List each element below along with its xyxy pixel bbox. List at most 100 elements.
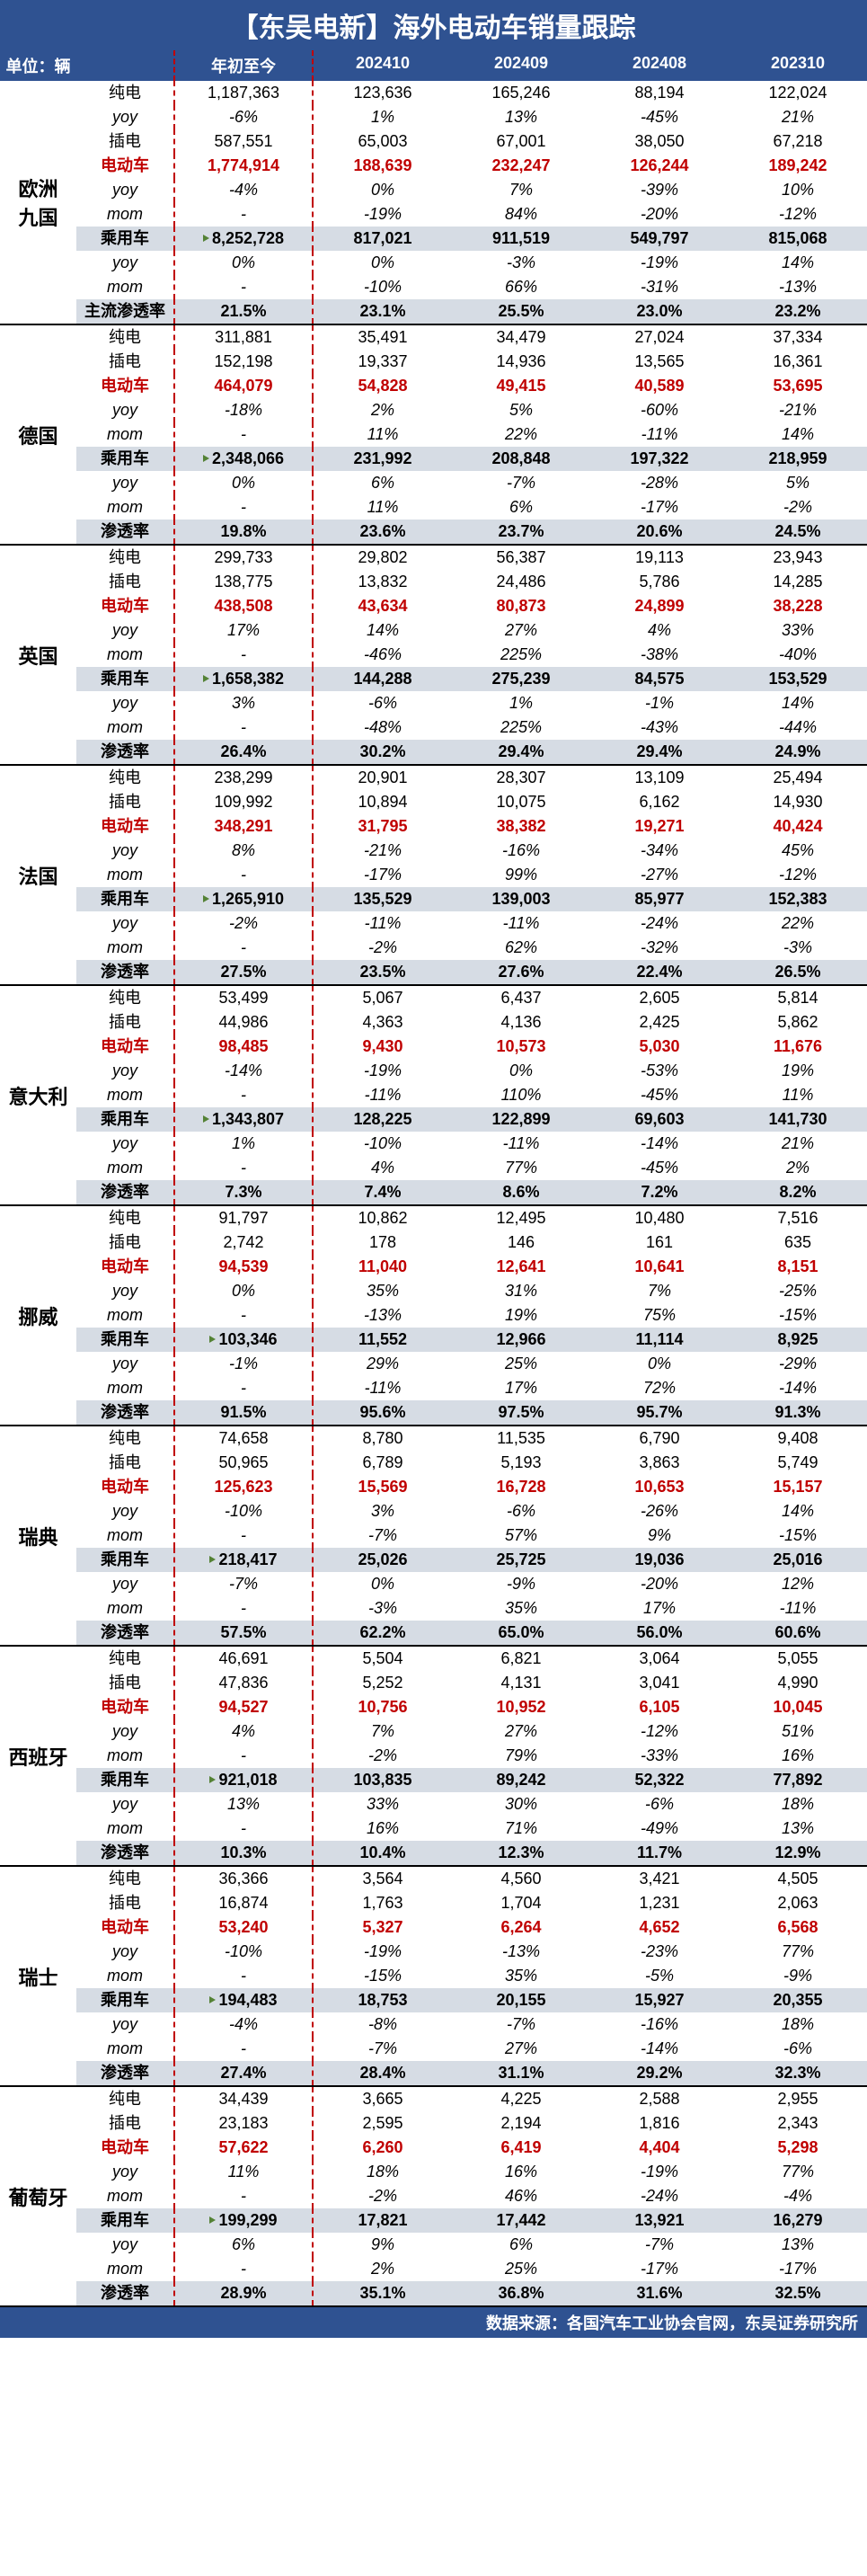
cell: 27.5% bbox=[175, 960, 314, 984]
cell: 12.3% bbox=[452, 1841, 590, 1865]
table-row: 插电587,55165,00367,00138,05067,218 bbox=[76, 129, 867, 154]
metric-label: yoy bbox=[76, 2012, 175, 2037]
cell: -9% bbox=[729, 1964, 867, 1988]
cell: 19,036 bbox=[590, 1548, 729, 1572]
metric-label: yoy bbox=[76, 1352, 175, 1376]
col-h0: 年初至今 bbox=[175, 50, 314, 81]
cell: -10% bbox=[175, 1940, 314, 1964]
table-row: mom--2%46%-24%-4% bbox=[76, 2184, 867, 2208]
cell: 4% bbox=[175, 1719, 314, 1744]
cell: 19% bbox=[729, 1059, 867, 1083]
cell: 33% bbox=[729, 618, 867, 643]
table-row: yoy-2%-11%-11%-24%22% bbox=[76, 911, 867, 936]
cell: 84% bbox=[452, 202, 590, 227]
metric-label: 渗透率 bbox=[76, 1841, 175, 1865]
cell: -31% bbox=[590, 275, 729, 299]
cell: 7,516 bbox=[729, 1206, 867, 1230]
metric-label: 渗透率 bbox=[76, 1621, 175, 1645]
cell: 8,780 bbox=[314, 1426, 452, 1451]
cell: 17% bbox=[175, 618, 314, 643]
metric-label: yoy bbox=[76, 398, 175, 422]
cell: -5% bbox=[590, 1964, 729, 1988]
cell: 91,797 bbox=[175, 1206, 314, 1230]
cell: - bbox=[175, 202, 314, 227]
cell: 10,480 bbox=[590, 1206, 729, 1230]
cell: 123,636 bbox=[314, 81, 452, 105]
cell: 4,505 bbox=[729, 1867, 867, 1891]
cell: 6,821 bbox=[452, 1647, 590, 1671]
metric-label: yoy bbox=[76, 1719, 175, 1744]
cell: 47,836 bbox=[175, 1671, 314, 1695]
cell: -21% bbox=[729, 398, 867, 422]
cell: 0% bbox=[314, 251, 452, 275]
cell: 225% bbox=[452, 715, 590, 740]
cell: 28.9% bbox=[175, 2281, 314, 2305]
cell: -12% bbox=[729, 863, 867, 887]
metric-label: yoy bbox=[76, 1792, 175, 1817]
cell: -49% bbox=[590, 1817, 729, 1841]
metric-label: 电动车 bbox=[76, 1475, 175, 1499]
table-row: 乘用车921,018103,83589,24252,32277,892 bbox=[76, 1768, 867, 1792]
table-row: 纯电74,6588,78011,5356,7909,408 bbox=[76, 1426, 867, 1451]
cell: 21.5% bbox=[175, 299, 314, 324]
region-name: 瑞士 bbox=[0, 1867, 76, 2085]
cell: 17,442 bbox=[452, 2208, 590, 2233]
table-row: mom--46%225%-38%-40% bbox=[76, 643, 867, 667]
cell: -4% bbox=[175, 2012, 314, 2037]
metric-label: mom bbox=[76, 2257, 175, 2281]
cell: 3,064 bbox=[590, 1647, 729, 1671]
metric-label: yoy bbox=[76, 251, 175, 275]
cell: 16% bbox=[729, 1744, 867, 1768]
cell: 33% bbox=[314, 1792, 452, 1817]
table-row: 插电47,8365,2524,1313,0414,990 bbox=[76, 1671, 867, 1695]
metric-label: 电动车 bbox=[76, 1035, 175, 1059]
cell: -11% bbox=[452, 1132, 590, 1156]
cell: 11% bbox=[175, 2160, 314, 2184]
cell: 19% bbox=[452, 1303, 590, 1328]
cell: -19% bbox=[314, 1940, 452, 1964]
cell: 35,491 bbox=[314, 325, 452, 350]
cell: 24.9% bbox=[729, 740, 867, 764]
metric-label: 插电 bbox=[76, 129, 175, 154]
cell: 71% bbox=[452, 1817, 590, 1841]
cell: 8,252,728 bbox=[175, 227, 314, 251]
metric-label: 插电 bbox=[76, 1671, 175, 1695]
table-row: 插电2,742178146161635 bbox=[76, 1230, 867, 1255]
region-name: 英国 bbox=[0, 546, 76, 764]
cell: 18,753 bbox=[314, 1988, 452, 2012]
cell: 23,183 bbox=[175, 2111, 314, 2136]
metric-label: mom bbox=[76, 1964, 175, 1988]
table-body: 欧洲九国纯电1,187,363123,636165,24688,194122,0… bbox=[0, 81, 867, 2307]
table-row: mom--17%99%-27%-12% bbox=[76, 863, 867, 887]
cell: 6,264 bbox=[452, 1915, 590, 1940]
cell: 31,795 bbox=[314, 814, 452, 839]
cell: 14,936 bbox=[452, 350, 590, 374]
metric-label: 渗透率 bbox=[76, 2281, 175, 2305]
cell: 817,021 bbox=[314, 227, 452, 251]
cell: 17% bbox=[590, 1596, 729, 1621]
table-row: yoy-6%1%13%-45%21% bbox=[76, 105, 867, 129]
cell: 19,113 bbox=[590, 546, 729, 570]
cell: -13% bbox=[314, 1303, 452, 1328]
table-row: 电动车1,774,914188,639232,247126,244189,242 bbox=[76, 154, 867, 178]
cell: 23.0% bbox=[590, 299, 729, 324]
cell: 5,193 bbox=[452, 1451, 590, 1475]
table-row: 渗透率28.9%35.1%36.8%31.6%32.5% bbox=[76, 2281, 867, 2305]
cell: 15,157 bbox=[729, 1475, 867, 1499]
country-block: 瑞典纯电74,6588,78011,5356,7909,408插电50,9656… bbox=[0, 1426, 867, 1647]
cell: 9% bbox=[314, 2233, 452, 2257]
table-row: 纯电46,6915,5046,8213,0645,055 bbox=[76, 1647, 867, 1671]
cell: 67,218 bbox=[729, 129, 867, 154]
metric-label: yoy bbox=[76, 2160, 175, 2184]
metric-label: mom bbox=[76, 275, 175, 299]
region-name: 法国 bbox=[0, 766, 76, 984]
cell: 165,246 bbox=[452, 81, 590, 105]
table-row: 电动车348,29131,79538,38219,27140,424 bbox=[76, 814, 867, 839]
cell: 20.6% bbox=[590, 520, 729, 544]
cell: 1,343,807 bbox=[175, 1107, 314, 1132]
cell: 2,425 bbox=[590, 1010, 729, 1035]
table-row: 乘用车218,41725,02625,72519,03625,016 bbox=[76, 1548, 867, 1572]
cell: 8.6% bbox=[452, 1180, 590, 1204]
cell: 49,415 bbox=[452, 374, 590, 398]
cell: 36.8% bbox=[452, 2281, 590, 2305]
